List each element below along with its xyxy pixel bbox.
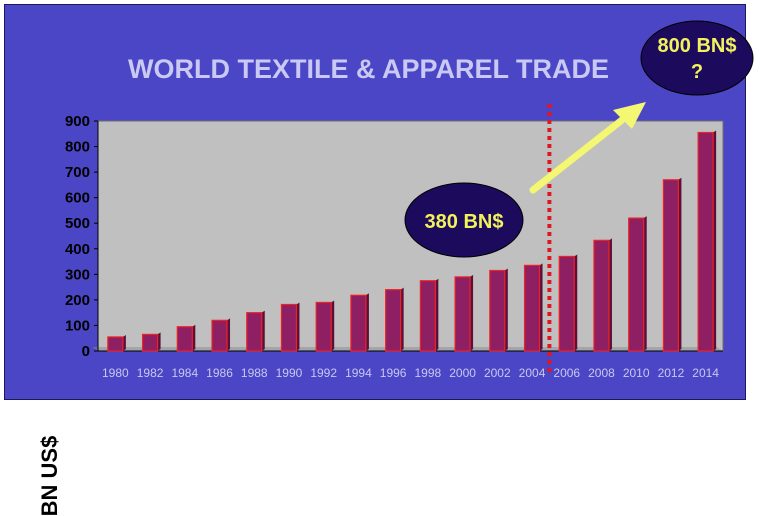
bar-side [261, 310, 265, 351]
bar [454, 276, 471, 352]
x-tick-label: 2000 [449, 366, 476, 380]
annotation-ellipse-current [404, 182, 524, 258]
x-tick-label: 2008 [588, 366, 615, 380]
bar-side [713, 130, 717, 351]
bar [350, 294, 367, 352]
x-tick-label: 1996 [380, 366, 407, 380]
x-tick-label: 1984 [171, 366, 198, 380]
y-tick-label: 900 [65, 113, 90, 130]
y-tick-label: 100 [65, 317, 90, 334]
bar [419, 280, 436, 352]
y-tick-label: 700 [65, 164, 90, 181]
bar [662, 179, 680, 352]
bar-side [643, 216, 647, 351]
bar-side [574, 254, 578, 351]
x-tick-label: 2006 [553, 366, 580, 380]
y-tick-label: 400 [65, 241, 90, 258]
x-tick-label: 1994 [345, 366, 372, 380]
bar-side [504, 268, 508, 351]
y-tick-label: 800 [65, 139, 90, 156]
bar [697, 131, 714, 352]
bar-side [435, 278, 439, 351]
x-tick-label: 2004 [519, 366, 546, 380]
bar-chart: 0 100 200 300 400 500 600 700 800 900 1980 1982 1984… [65, 20, 754, 380]
growth-arrow-head [613, 102, 646, 129]
annotation-ellipse-forecast [640, 20, 754, 96]
bar-side [608, 238, 612, 351]
bar-side [296, 302, 300, 351]
bar-side [157, 332, 161, 351]
x-tick-label: 2002 [484, 366, 511, 380]
x-tick-label: 1992 [310, 366, 337, 380]
bar [489, 269, 506, 352]
bar [176, 326, 193, 352]
bar-side [539, 263, 543, 351]
annotation-label-forecast: 800 BN$ [658, 35, 737, 57]
bar [107, 336, 124, 352]
x-tick-label: 1990 [276, 366, 303, 380]
y-tick-label: 200 [65, 292, 90, 309]
y-tick-label: 500 [65, 215, 90, 232]
bar-side [331, 300, 335, 351]
bar [280, 303, 298, 352]
x-tick-label: 2014 [692, 366, 719, 380]
bar [628, 217, 645, 352]
y-tick-label: 600 [65, 190, 90, 207]
x-tick-label: 1998 [415, 366, 442, 380]
bar [523, 264, 541, 352]
bar-side [227, 318, 231, 351]
bar-side [122, 334, 126, 351]
bar [211, 319, 228, 352]
bar [141, 333, 159, 352]
chart-title: WORLD TEXTILE & APPAREL TRADE [128, 54, 610, 84]
annotation-label-current: 380 BN$ [425, 211, 504, 233]
bar [246, 312, 263, 352]
bar [385, 289, 402, 352]
annotation-label-forecast: ? [691, 61, 703, 83]
bar-side [400, 287, 404, 351]
bar [315, 301, 332, 352]
bar [593, 239, 610, 352]
x-tick-label: 1986 [206, 366, 233, 380]
y-tick-label: 0 [82, 343, 90, 360]
x-tick-label: 1982 [137, 366, 164, 380]
bar-side [192, 324, 196, 351]
bar-side [470, 274, 474, 351]
y-tick-label: 300 [65, 266, 90, 283]
x-tick-label: 2010 [623, 366, 650, 380]
bar-side [678, 177, 682, 351]
bar-side [365, 293, 369, 351]
x-tick-label: 1988 [241, 366, 268, 380]
bar [558, 255, 575, 352]
x-tick-label: 1980 [102, 366, 129, 380]
x-tick-label: 2012 [658, 366, 685, 380]
y-axis-label: BN US$ [37, 435, 62, 516]
growth-arrow-shaft [529, 116, 626, 194]
